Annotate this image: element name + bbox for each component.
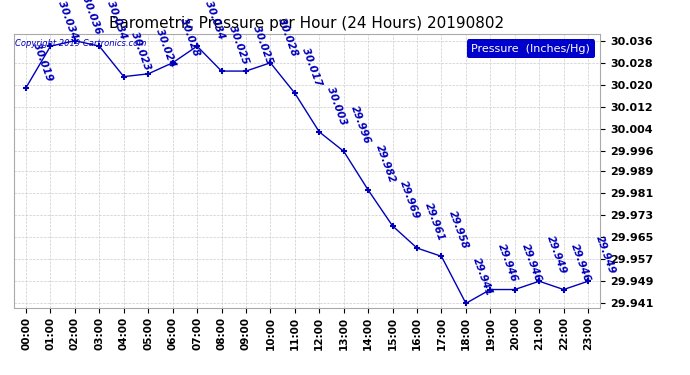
Text: 30.036: 30.036 (81, 0, 104, 35)
Text: 30.028: 30.028 (178, 16, 201, 57)
Text: 30.003: 30.003 (325, 85, 348, 126)
Text: 29.946: 29.946 (496, 243, 519, 284)
Text: 30.034: 30.034 (105, 0, 128, 40)
Text: 30.028: 30.028 (276, 16, 299, 57)
Text: 29.969: 29.969 (398, 179, 422, 220)
Text: 29.946: 29.946 (569, 243, 592, 284)
Text: 30.024: 30.024 (154, 27, 177, 68)
Text: 30.034: 30.034 (56, 0, 79, 40)
Text: 29.958: 29.958 (447, 210, 470, 251)
Text: 29.949: 29.949 (593, 234, 617, 276)
Text: 29.941: 29.941 (471, 256, 495, 298)
Text: 29.949: 29.949 (545, 234, 568, 276)
Text: 30.025: 30.025 (252, 24, 275, 66)
Text: 29.961: 29.961 (422, 201, 446, 243)
Text: 29.982: 29.982 (374, 143, 397, 184)
Text: 30.023: 30.023 (129, 30, 152, 71)
Title: Barometric Pressure per Hour (24 Hours) 20190802: Barometric Pressure per Hour (24 Hours) … (110, 16, 504, 31)
Text: 29.996: 29.996 (349, 105, 373, 146)
Text: 30.019: 30.019 (32, 41, 55, 82)
Text: Copyright 2019 Cartronics.com: Copyright 2019 Cartronics.com (15, 39, 146, 48)
Text: 30.025: 30.025 (227, 24, 250, 66)
Text: 30.017: 30.017 (300, 46, 324, 88)
Text: 30.034: 30.034 (203, 0, 226, 40)
Legend: Pressure  (Inches/Hg): Pressure (Inches/Hg) (467, 39, 595, 58)
Text: 29.946: 29.946 (520, 243, 544, 284)
